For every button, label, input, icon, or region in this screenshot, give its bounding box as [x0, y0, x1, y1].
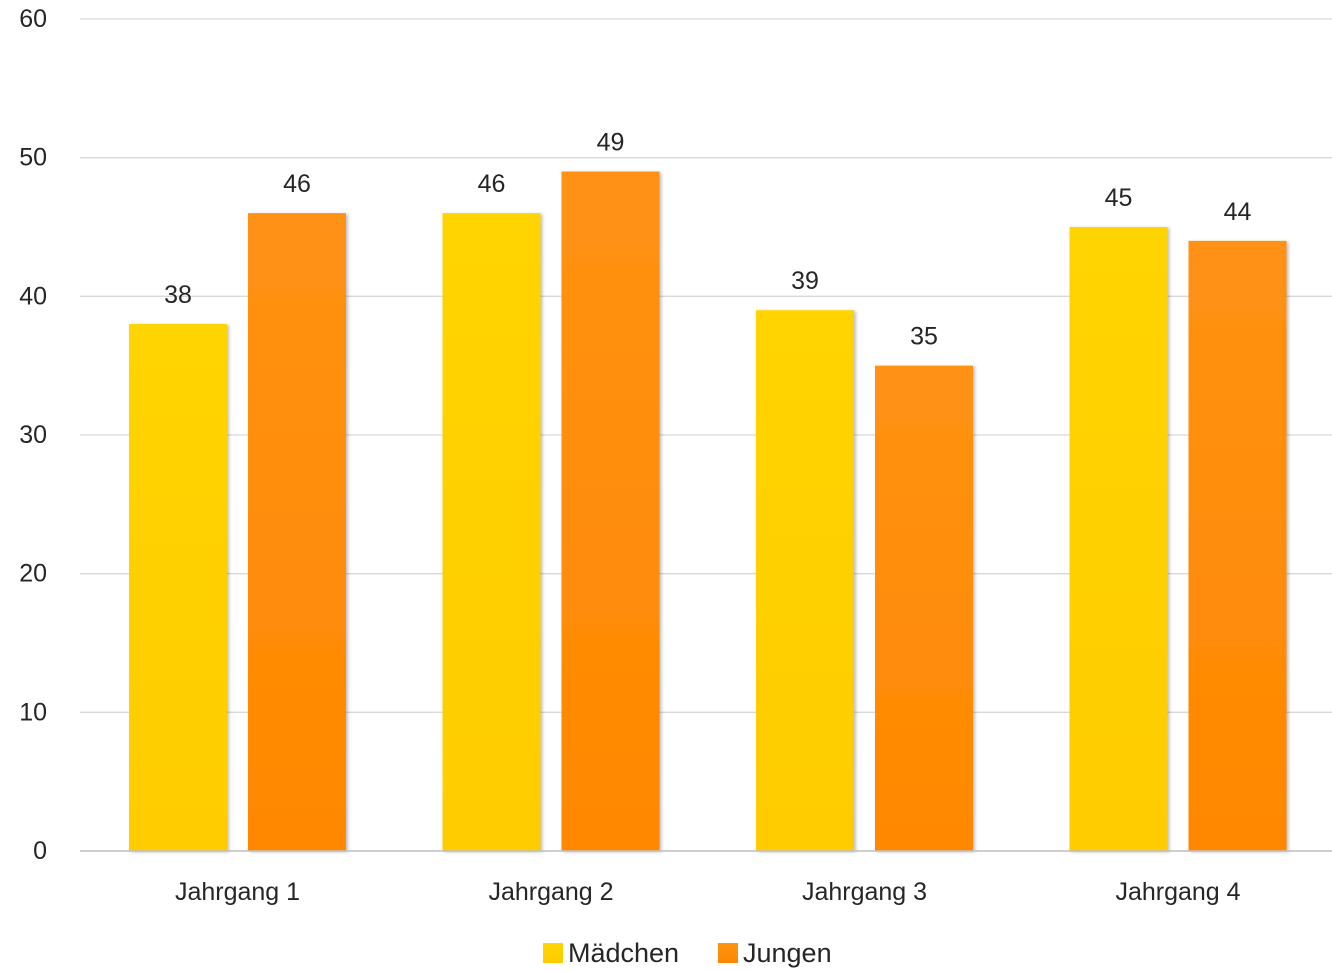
bar-jungen-2	[561, 171, 660, 852]
x-category-label: Jahrgang 3	[802, 878, 927, 906]
data-label: 46	[283, 170, 311, 198]
legend-item-2: Jungen	[718, 938, 832, 968]
legend-item-1: Mädchen	[543, 938, 679, 968]
bar-jungen-4	[1188, 240, 1287, 851]
bar-mädchen-4	[1069, 227, 1168, 851]
y-tick-label: 40	[19, 282, 47, 310]
bar-jungen-3	[875, 365, 973, 851]
y-tick-label: 60	[19, 5, 47, 33]
legend-swatch	[718, 943, 738, 963]
bar-mädchen-1	[129, 324, 227, 852]
bars	[129, 171, 1287, 852]
legend-swatch	[543, 943, 563, 963]
x-category-label: Jahrgang 4	[1115, 878, 1240, 906]
data-label: 49	[597, 129, 625, 157]
y-tick-label: 10	[19, 698, 47, 726]
legend: Mädchen Jungen	[543, 938, 832, 968]
x-category-label: Jahrgang 2	[488, 878, 613, 906]
data-label: 45	[1105, 184, 1133, 212]
x-axis-category-labels: Jahrgang 1 Jahrgang 2 Jahrgang 3 Jahrgang 4	[175, 878, 1241, 906]
data-label: 38	[164, 281, 192, 309]
y-tick-label: 30	[19, 421, 47, 449]
y-axis-tick-labels: 0 10 20 30 40 50 60	[19, 5, 47, 865]
y-tick-label: 20	[19, 560, 47, 588]
data-label: 46	[478, 170, 506, 198]
data-label: 39	[791, 267, 819, 295]
data-label: 44	[1224, 198, 1252, 226]
data-label: 35	[910, 323, 938, 351]
bar-mädchen-3	[756, 310, 854, 851]
legend-label: Mädchen	[568, 938, 679, 968]
bar-mädchen-2	[442, 213, 541, 852]
x-category-label: Jahrgang 1	[175, 878, 300, 906]
legend-label: Jungen	[743, 938, 832, 968]
data-labels: 38 46 39 45 46 49 35 44	[164, 129, 1251, 351]
y-tick-label: 50	[19, 144, 47, 172]
y-tick-label: 0	[33, 837, 47, 865]
bar-jungen-1	[248, 213, 346, 852]
